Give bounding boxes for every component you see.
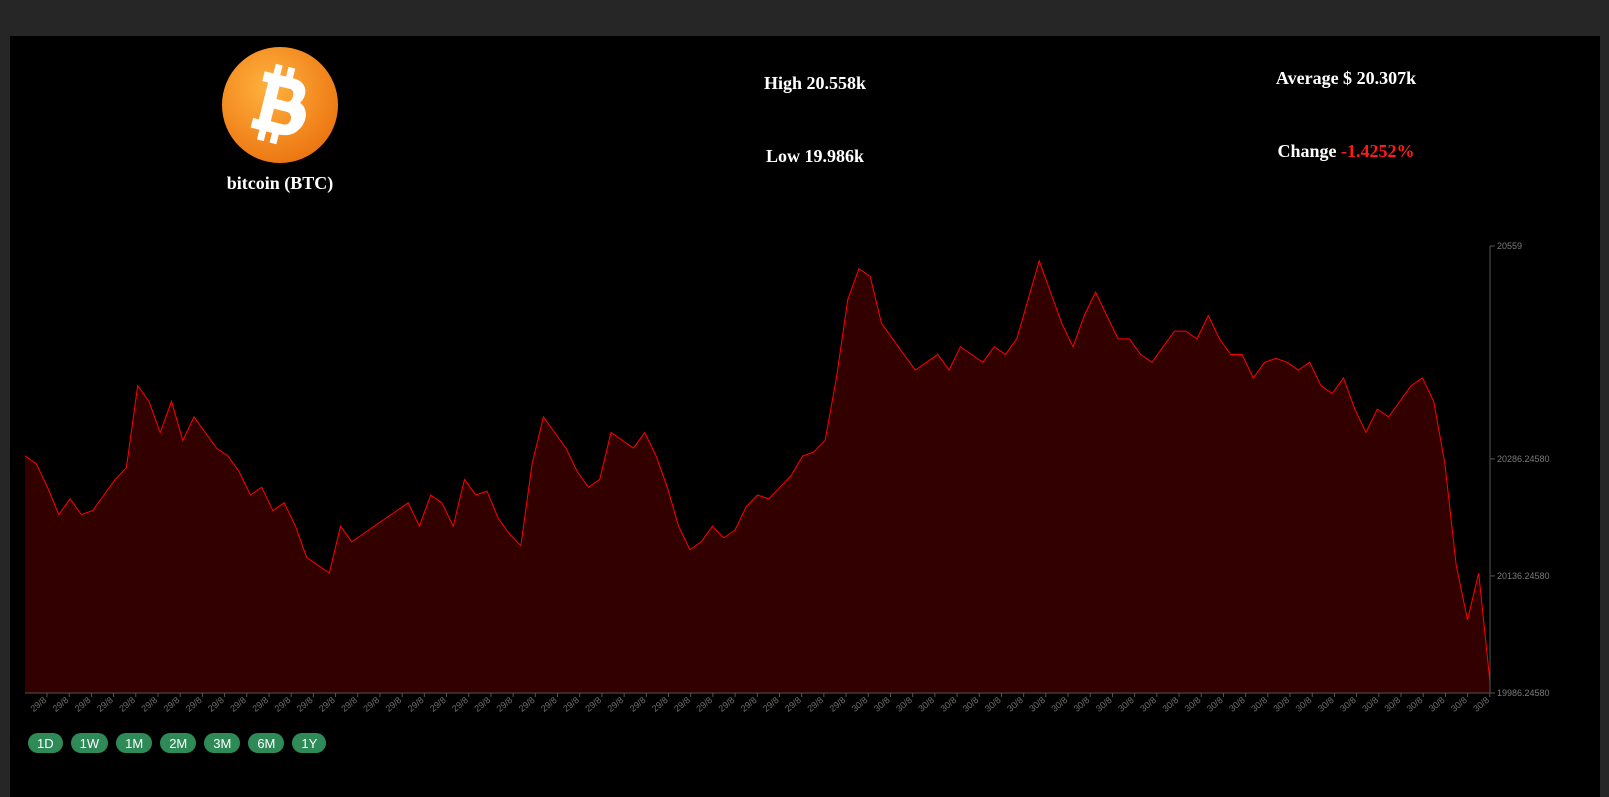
x-tick-label: 29/8 [95,695,115,714]
x-tick-label: 30/8 [1294,695,1314,714]
x-tick-label: 29/8 [650,695,670,714]
x-tick-label: 29/8 [805,695,825,714]
x-tick-label: 29/8 [783,695,803,714]
x-axis-ticks: 29/8 29/8 29/8 29/8 29/8 29/8 29/8 29/8 29/8 29/8… [28,693,1491,714]
x-tick-label: 30/8 [1249,695,1269,714]
range-button-group: 1D 1W 1M 2M 3M 6M 1Y [28,733,327,753]
x-tick-label: 29/8 [672,695,692,714]
x-tick-label: 29/8 [717,695,737,714]
x-tick-label: 29/8 [139,695,159,714]
x-tick-label: 30/8 [1027,695,1047,714]
y-tick-label: 20286.24580 [1497,454,1550,464]
x-tick-label: 29/8 [583,695,603,714]
x-tick-label: 29/8 [73,695,93,714]
x-tick-label: 29/8 [51,695,71,714]
x-tick-label: 30/8 [894,695,914,714]
y-tick-label: 20559 [1497,241,1522,251]
x-tick-label: 29/8 [539,695,559,714]
average-value: 20.307k [1356,68,1417,88]
range-button-6m[interactable]: 6M [248,733,285,753]
x-tick-label: 29/8 [428,695,448,714]
y-axis-ticks: 20559 20286.24580 20136.24580 19986.24580 [1490,241,1550,698]
x-tick-label: 30/8 [1205,695,1225,714]
x-tick-label: 29/8 [228,695,248,714]
x-tick-label: 30/8 [850,695,870,714]
x-tick-label: 29/8 [561,695,581,714]
average-label: Average $ [1275,68,1353,88]
x-tick-label: 29/8 [761,695,781,714]
x-tick-label: 30/8 [1072,695,1092,714]
x-tick-label: 30/8 [1116,695,1136,714]
range-button-1w[interactable]: 1W [70,733,109,753]
x-tick-label: 29/8 [517,695,537,714]
price-chart: 20559 20286.24580 20136.24580 19986.24580 2… [24,241,1550,714]
x-tick-label: 30/8 [961,695,981,714]
x-tick-label: 30/8 [1360,695,1380,714]
x-tick-label: 29/8 [295,695,315,714]
change-value: -1.4252% [1341,141,1415,161]
stat-average: Average $ 20.307k [1196,68,1496,89]
x-tick-label: 30/8 [1049,695,1069,714]
x-tick-label: 29/8 [273,695,293,714]
range-button-1d[interactable]: 1D [28,733,63,753]
x-tick-label: 30/8 [1427,695,1447,714]
x-tick-label: 29/8 [250,695,270,714]
x-tick-label: 30/8 [1227,695,1247,714]
x-tick-label: 29/8 [361,695,381,714]
x-tick-label: 30/8 [1271,695,1291,714]
x-tick-label: 29/8 [694,695,714,714]
x-tick-label: 29/8 [117,695,137,714]
y-tick-label: 20136.24580 [1497,571,1550,581]
x-tick-label: 30/8 [1183,695,1203,714]
x-tick-label: 30/8 [1405,695,1425,714]
x-tick-label: 29/8 [317,695,337,714]
x-tick-label: 30/8 [983,695,1003,714]
chart-panel: bitcoin (BTC) High 20.558k Low 19.986k A… [10,36,1600,797]
price-area-fill [25,260,1490,693]
price-line [24,259,1491,683]
coin-name: bitcoin (BTC) [226,173,334,193]
x-tick-label: 29/8 [628,695,648,714]
x-tick-label: 29/8 [472,695,492,714]
x-tick-label: 30/8 [1160,695,1180,714]
range-button-2m[interactable]: 2M [160,733,197,753]
range-button-1y[interactable]: 1Y [292,733,327,753]
range-button-1m[interactable]: 1M [116,733,153,753]
x-tick-label: 30/8 [1138,695,1158,714]
high-value: 20.558k [806,73,867,93]
x-tick-label: 30/8 [939,695,959,714]
range-button-3m[interactable]: 3M [204,733,241,753]
x-tick-label: 29/8 [828,695,848,714]
x-tick-label: 30/8 [1316,695,1336,714]
x-tick-label: 29/8 [339,695,359,714]
y-tick-label: 19986.24580 [1497,688,1550,698]
high-label: High [763,73,802,93]
stat-change: Change -1.4252% [1196,141,1496,162]
x-tick-label: 29/8 [206,695,226,714]
x-tick-label: 29/8 [450,695,470,714]
x-tick-label: 29/8 [406,695,426,714]
change-label: Change [1277,141,1337,161]
low-label: Low [765,146,800,166]
x-tick-label: 29/8 [739,695,759,714]
x-tick-label: 29/8 [495,695,515,714]
x-tick-label: 30/8 [1338,695,1358,714]
low-value: 19.986k [804,146,865,166]
x-tick-label: 29/8 [606,695,626,714]
x-tick-label: 30/8 [1005,695,1025,714]
bitcoin-logo-icon [222,47,338,163]
x-tick-label: 29/8 [28,695,48,714]
x-tick-label: 30/8 [1449,695,1469,714]
x-tick-label: 30/8 [1382,695,1402,714]
x-tick-label: 30/8 [916,695,936,714]
x-tick-label: 29/8 [162,695,182,714]
stat-low: Low 19.986k [665,146,965,167]
x-tick-label: 30/8 [1471,695,1491,714]
x-tick-label: 30/8 [872,695,892,714]
x-tick-label: 29/8 [384,695,404,714]
stat-high: High 20.558k [665,73,965,94]
x-tick-label: 29/8 [184,695,204,714]
x-tick-label: 30/8 [1094,695,1114,714]
